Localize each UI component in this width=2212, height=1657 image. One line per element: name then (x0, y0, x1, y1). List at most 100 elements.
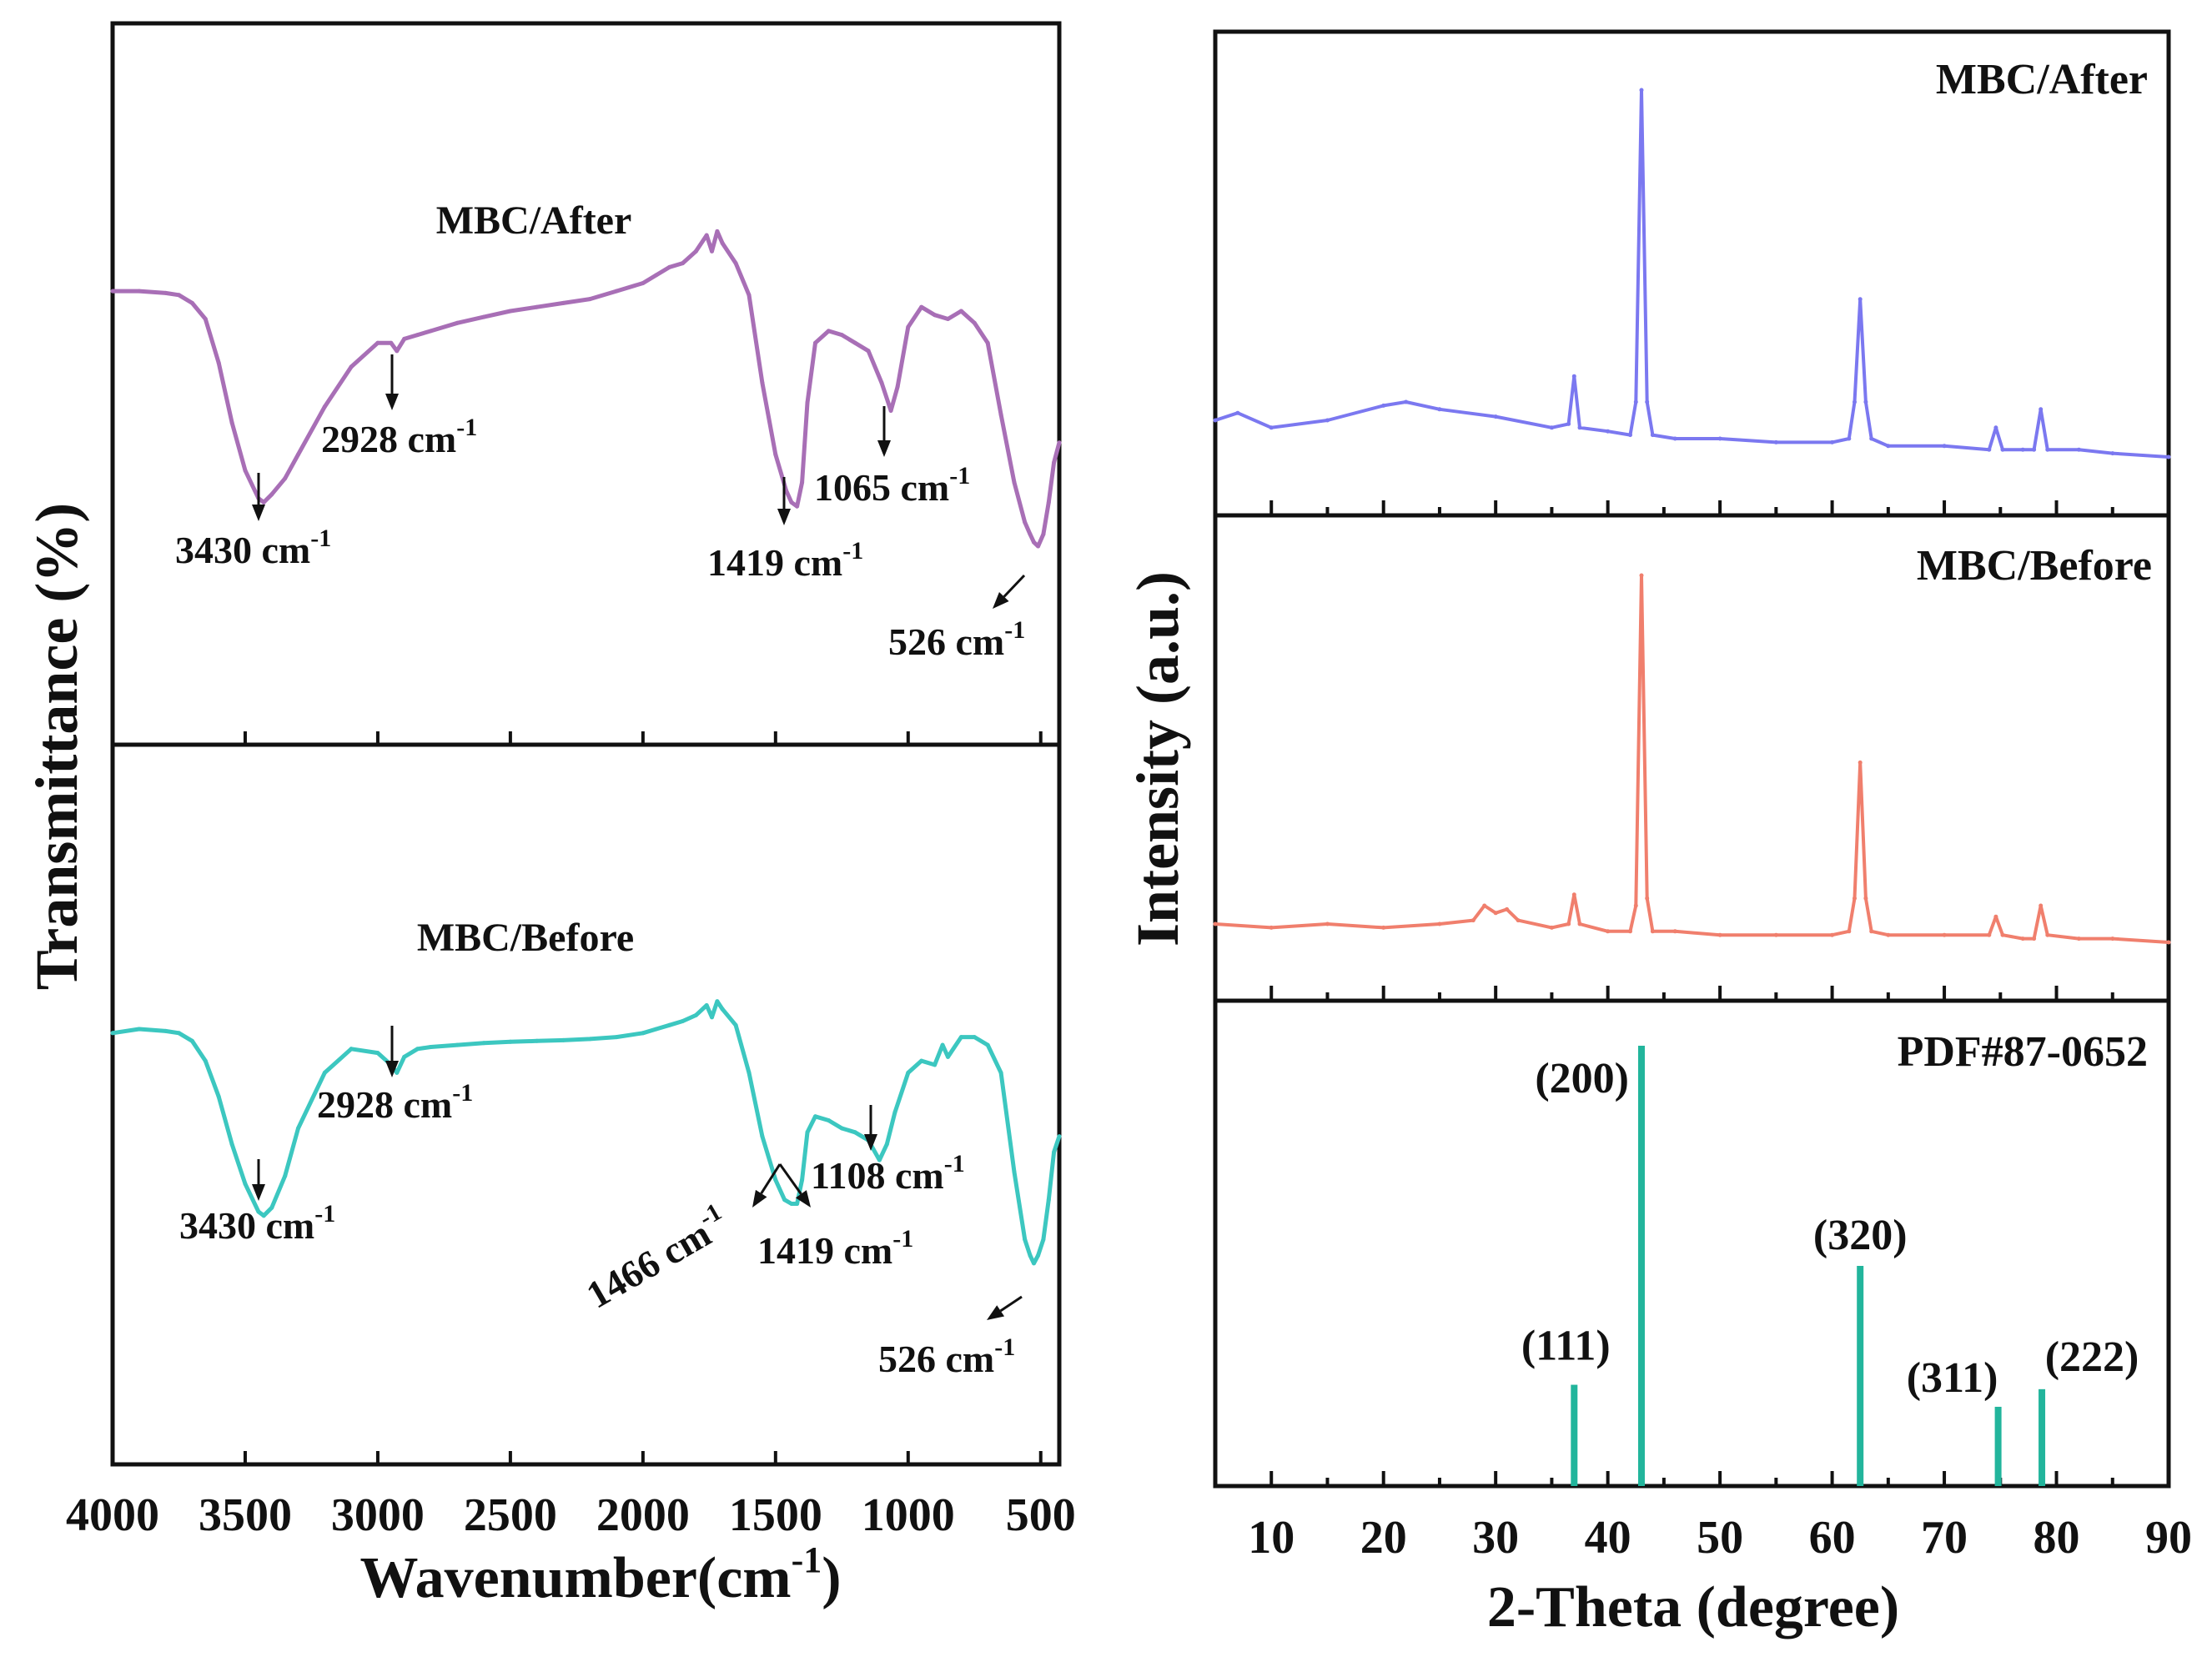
xrd-point-mbc-before (1628, 929, 1632, 934)
xrd-label-after: MBC/After (1936, 56, 2148, 103)
xrd-point-mbc-after (1987, 447, 1992, 452)
ftir-point-mbc-before (693, 1012, 698, 1017)
ftir-point-mbc-after (933, 313, 938, 318)
ftir-point-mbc-after (710, 249, 714, 254)
xrd-point-mbc-before (1325, 921, 1330, 926)
ftir-point-mbc-after (137, 289, 142, 294)
ftir-point-mbc-after (919, 304, 924, 309)
xrd-point-mbc-after (2045, 447, 2050, 452)
xrd-x-tick-label: 50 (1697, 1512, 1743, 1564)
ftir-point-mbc-after (906, 324, 911, 329)
ftir-point-mbc-before (852, 1130, 857, 1135)
ftir-peak-label: 1108 cm-1 (811, 1150, 965, 1197)
xrd-point-mbc-after (1773, 439, 1778, 444)
xrd-point-mbc-before (1853, 896, 1857, 901)
ftir-peak-label: 526 cm-1 (878, 1333, 1015, 1380)
xrd-point-mbc-before (1493, 911, 1498, 916)
ftir-point-mbc-before (1028, 1253, 1033, 1258)
ftir-point-mbc-before (892, 1110, 897, 1115)
ftir-point-mbc-before (805, 1130, 810, 1135)
ftir-point-mbc-after (349, 364, 354, 369)
xrd-point-mbc-before (1470, 918, 1476, 923)
ftir-point-mbc-before (998, 1070, 1003, 1075)
xrd-reference-peak-label: (320) (1813, 1212, 1908, 1259)
ftir-point-mbc-before (229, 1142, 234, 1147)
ftir-point-mbc-after (1057, 440, 1062, 445)
ftir-point-mbc-after (177, 293, 181, 298)
ftir-point-mbc-after (972, 320, 977, 325)
xrd-point-mbc-after (1869, 436, 1874, 441)
ftir-peak-arrow (987, 1295, 1023, 1320)
ftir-point-mbc-after (322, 404, 327, 409)
ftir-point-mbc-before (704, 1003, 709, 1007)
ftir-point-mbc-after (561, 300, 566, 305)
xrd-point-mbc-after (1437, 407, 1442, 412)
xrd-point-mbc-before (2000, 932, 2005, 937)
xrd-x-tick-label: 10 (1248, 1512, 1295, 1564)
ftir-point-mbc-before (958, 1035, 963, 1040)
ftir-point-mbc-before (203, 1058, 208, 1063)
ftir-point-mbc-before (839, 1126, 844, 1131)
ftir-point-mbc-before (933, 1062, 938, 1067)
ftir-x-axis-label: Wavenumber(cm-1) (359, 1539, 841, 1610)
ftir-x-tick-label: 500 (1006, 1489, 1076, 1541)
xrd-reference-peak-label: (111) (1521, 1323, 1611, 1370)
xrd-reference-peak (1571, 1384, 1578, 1486)
ftir-point-mbc-before (826, 1118, 831, 1122)
ftir-point-mbc-after (283, 476, 288, 481)
ftir-point-mbc-before (481, 1041, 486, 1046)
ftir-point-mbc-before (561, 1037, 566, 1042)
ftir-point-mbc-after (813, 340, 817, 345)
xrd-point-mbc-before (1639, 573, 1644, 578)
ftir-peak-arrow (777, 477, 791, 525)
ftir-point-mbc-before (795, 1202, 800, 1206)
ftir-point-mbc-after (958, 309, 963, 314)
ftir-point-mbc-after (1028, 532, 1033, 537)
xrd-point-mbc-after (1571, 374, 1576, 379)
xrd-x-tick-label: 20 (1360, 1512, 1407, 1564)
xrd-x-tick-label: 70 (1921, 1512, 1968, 1564)
xrd-label-reference: PDF#87-0652 (1898, 1028, 2148, 1076)
ftir-point-mbc-before (782, 1198, 787, 1203)
ftir-point-mbc-after (641, 281, 646, 285)
ftir-point-mbc-before (261, 1213, 266, 1218)
ftir-point-mbc-after (1052, 460, 1057, 465)
ftir-point-mbc-before (789, 1202, 794, 1206)
ftir-point-mbc-after (789, 500, 794, 505)
ftir-peak-arrow (752, 1163, 782, 1208)
xrd-x-tick-label: 90 (2145, 1512, 2192, 1564)
ftir-x-tick-label: 3000 (331, 1489, 425, 1541)
ftir-point-mbc-after (296, 452, 300, 457)
xrd-point-mbc-before (1869, 929, 1874, 934)
xrd-point-mbc-before (1773, 932, 1778, 937)
xrd-point-mbc-after (1577, 425, 1582, 430)
ftir-point-mbc-before (946, 1054, 950, 1059)
xrd-point-mbc-before (1987, 932, 1992, 937)
xrd-point-mbc-after (1853, 399, 1857, 404)
xrd-point-mbc-before (1633, 903, 1638, 908)
ftir-point-mbc-after (614, 289, 619, 294)
ftir-point-mbc-before (395, 1070, 400, 1075)
ftir-peak-arrow (385, 1026, 399, 1077)
xrd-reference-peak-label: (311) (1907, 1354, 1998, 1402)
xrd-point-mbc-after (1404, 399, 1409, 404)
xrd-x-tick-label: 80 (2034, 1512, 2080, 1564)
ftir-point-mbc-after (715, 228, 720, 233)
ftir-point-mbc-after (985, 340, 990, 345)
xrd-label-before: MBC/Before (1917, 542, 2152, 590)
ftir-point-mbc-before (654, 1027, 659, 1032)
ftir-point-mbc-before (110, 1031, 115, 1036)
ftir-point-mbc-before (1052, 1150, 1057, 1155)
ftir-point-mbc-before (1057, 1134, 1062, 1139)
ftir-peak-label: 3430 cm-1 (179, 1200, 335, 1247)
ftir-point-mbc-before (429, 1045, 433, 1049)
ftir-point-mbc-before (163, 1028, 168, 1033)
xrd-point-mbc-after (2166, 454, 2171, 459)
ftir-point-mbc-after (587, 297, 592, 302)
ftir-point-mbc-after (1023, 520, 1028, 525)
ftir-point-mbc-before (1032, 1261, 1036, 1266)
ftir-point-mbc-before (813, 1114, 817, 1119)
ftir-point-mbc-before (800, 1177, 805, 1182)
ftir-point-mbc-before (641, 1031, 646, 1036)
xrd-point-mbc-before (1482, 903, 1487, 908)
